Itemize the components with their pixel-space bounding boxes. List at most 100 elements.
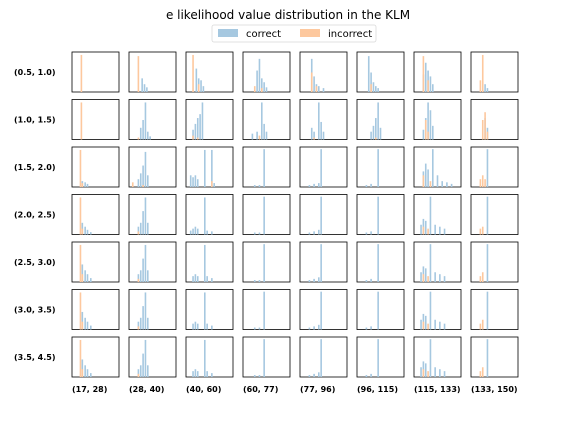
bar-correct (375, 86, 377, 92)
bar-correct (424, 163, 427, 187)
bar-correct (137, 369, 140, 377)
bar-correct (263, 196, 265, 235)
bar-correct (365, 280, 368, 282)
bar-correct (422, 129, 425, 140)
panel-frame (128, 146, 177, 188)
panel (185, 146, 234, 188)
panel-frame (299, 146, 348, 188)
panel (299, 289, 348, 330)
bar-correct (196, 323, 199, 330)
bar-correct (320, 121, 322, 140)
panel (242, 289, 291, 330)
bar-incorrect (80, 102, 83, 140)
bar-correct (147, 317, 149, 330)
bar-correct (204, 149, 206, 187)
bar-correct (192, 276, 194, 282)
legend: correct incorrect (211, 24, 377, 43)
bar-correct (81, 264, 84, 282)
bar-correct (420, 319, 422, 330)
bar-incorrect (481, 226, 484, 235)
bar-correct (142, 306, 144, 330)
bar-correct (204, 339, 206, 377)
bar-correct (379, 127, 382, 140)
panel-frame (242, 241, 291, 283)
bar-correct (318, 86, 320, 92)
bar-correct (318, 102, 320, 140)
panel-frame (242, 194, 291, 235)
bar-incorrect (422, 56, 425, 92)
panel-frame (299, 336, 348, 378)
bar-correct (427, 169, 429, 187)
row-label: (3.0, 3.5) (14, 306, 55, 315)
column-label: (96, 115) (357, 385, 398, 394)
bar-correct (147, 131, 149, 140)
bar-incorrect (137, 137, 140, 140)
bar-correct (196, 228, 199, 235)
bar-correct (206, 230, 208, 235)
bar-correct (308, 232, 311, 235)
bar-correct (258, 232, 261, 235)
bar-correct (192, 228, 194, 235)
panel-frame (71, 146, 120, 188)
panel-frame (470, 241, 519, 283)
bar-correct (377, 339, 379, 377)
panel-frame (356, 289, 405, 330)
bar-correct (313, 231, 315, 235)
bar-correct (424, 268, 427, 282)
bar-correct (253, 232, 256, 235)
column-label: (17, 28) (72, 385, 107, 394)
bar-correct (204, 292, 206, 330)
bar-incorrect (427, 228, 429, 235)
bar-correct (375, 118, 377, 140)
panel (185, 289, 234, 330)
bar-incorrect (479, 371, 482, 377)
panel (242, 99, 291, 140)
panel (470, 289, 519, 330)
bar-correct (211, 325, 213, 330)
legend-label-correct: correct (246, 29, 281, 40)
bar-correct (434, 224, 436, 235)
bar-correct (86, 229, 89, 235)
bar-correct (263, 291, 265, 330)
bar-correct (377, 291, 379, 330)
bar-correct (196, 118, 199, 140)
bar-correct (258, 280, 261, 282)
bar-correct (434, 367, 436, 377)
bar-correct (206, 371, 208, 377)
bar-correct (313, 326, 315, 330)
bar-correct (204, 244, 206, 282)
panel (413, 241, 462, 283)
panel-frame (356, 241, 405, 283)
bar-correct (142, 211, 144, 235)
bar-incorrect (79, 244, 82, 282)
bar-correct (377, 88, 379, 92)
bar-incorrect (429, 181, 432, 187)
bar-correct (486, 88, 489, 92)
bar-correct (201, 102, 204, 140)
bar-correct (308, 327, 311, 330)
panel-frame (356, 194, 405, 235)
bar-correct (434, 319, 436, 330)
row-label: (3.5, 4.5) (14, 353, 55, 362)
bar-incorrect (137, 326, 140, 330)
bar-correct (144, 197, 147, 235)
bar-correct (144, 102, 147, 140)
panel (470, 51, 519, 93)
panel-frame (470, 51, 519, 93)
panel (413, 336, 462, 378)
panel-frame (242, 146, 291, 188)
bar-correct (439, 321, 441, 330)
bar-correct (84, 317, 86, 330)
bar-correct (308, 280, 311, 282)
bar-correct (486, 339, 489, 377)
bar-correct (253, 280, 256, 282)
bar-correct (90, 278, 92, 282)
bar-correct (81, 311, 84, 330)
panel (71, 146, 120, 188)
panel-frame (71, 51, 120, 93)
bar-correct (420, 224, 422, 235)
bar-correct (365, 327, 368, 330)
bar-incorrect (481, 319, 484, 330)
bar-incorrect (261, 88, 263, 92)
bar-correct (139, 317, 142, 330)
